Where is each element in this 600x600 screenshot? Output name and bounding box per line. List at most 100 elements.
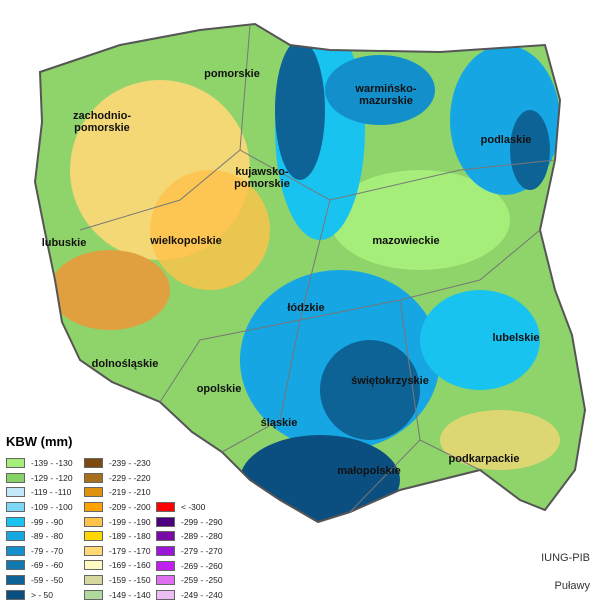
legend-item: -129 - -120 [6, 471, 80, 486]
legend-label: < -300 [181, 502, 206, 513]
legend-label: -249 - -240 [181, 589, 223, 600]
legend-swatch [84, 575, 103, 586]
legend-swatch [156, 546, 175, 557]
legend-swatch [84, 458, 103, 469]
legend-column: < -300 -299 - -290 -289 - -280 -279 - -270 -… [156, 500, 230, 600]
legend-item: -139 - -130 [6, 456, 80, 471]
legend-label: -119 - -110 [31, 487, 72, 498]
legend-swatch [6, 589, 25, 600]
legend-item: -289 - -280 [156, 529, 230, 544]
legend-item: -69 - -60 [6, 558, 80, 573]
region-label-kujawsko-pomorskie: kujawsko- pomorskie [234, 166, 290, 190]
legend-label: -239 - -230 [109, 458, 151, 469]
legend-item: -239 - -230 [84, 456, 158, 471]
legend-label: -159 - -150 [109, 575, 151, 586]
legend-item: -119 - -110 [6, 485, 80, 500]
region-label-lodzkie: łódzkie [287, 302, 325, 314]
legend-item: -229 - -220 [84, 471, 158, 486]
legend-item: -189 - -180 [84, 529, 158, 544]
legend-swatch [6, 502, 25, 513]
region-label-podkarpackie: podkarpackie [448, 453, 520, 465]
region-label-opolskie: opolskie [196, 383, 242, 395]
legend-swatch [156, 589, 175, 600]
region-label-zachodniopomorskie: zachodnio- pomorskie [72, 110, 132, 134]
legend-item: -219 - -210 [84, 485, 158, 500]
legend-label: -299 - -290 [181, 516, 223, 527]
legend-label: -59 - -50 [31, 575, 64, 586]
legend-title: KBW (mm) [6, 434, 73, 449]
legend-swatch [6, 487, 25, 498]
region-label-lubelskie: lubelskie [492, 332, 540, 344]
legend-swatch [84, 560, 103, 571]
legend-swatch [84, 545, 103, 556]
legend-item: -79 - -70 [6, 544, 80, 559]
legend-swatch [6, 531, 25, 542]
legend-label: -149 - -140 [109, 589, 151, 600]
legend-label: -79 - -70 [31, 545, 64, 556]
legend-label: -89 - -80 [31, 531, 64, 542]
legend-item: -269 - -260 [156, 558, 230, 573]
legend-label: -69 - -60 [31, 560, 64, 571]
legend-label: -99 - -90 [31, 516, 64, 527]
legend-label: -269 - -260 [181, 560, 223, 571]
legend-item: -99 - -90 [6, 514, 80, 529]
legend-label: -179 - -170 [109, 545, 151, 556]
legend-swatch [156, 531, 175, 542]
legend-label: -289 - -280 [181, 531, 223, 542]
legend-item: -89 - -80 [6, 529, 80, 544]
credit-place: Puławy [554, 580, 590, 592]
region-label-warminsko-mazurskie: warmińsko- mazurskie [355, 83, 417, 107]
legend-item: -149 - -140 [84, 587, 158, 600]
legend-label: -109 - -100 [31, 502, 73, 513]
legend-label: -219 - -210 [109, 487, 151, 498]
legend-swatch [156, 575, 175, 586]
legend-item: -279 - -270 [156, 544, 230, 559]
legend-swatch [6, 516, 25, 527]
legend-swatch [6, 545, 25, 556]
legend-swatch [6, 575, 25, 586]
legend-swatch [84, 589, 103, 600]
legend-swatch [6, 560, 25, 571]
legend-swatch [6, 472, 25, 483]
legend-swatch [6, 458, 25, 469]
region-label-dolnoslaskie: dolnośląskie [91, 358, 159, 370]
region-label-malopolskie: małopolskie [337, 465, 401, 477]
legend-swatch [84, 487, 103, 498]
legend-item: -179 - -170 [84, 544, 158, 559]
legend-item: -249 - -240 [156, 588, 230, 600]
credit-org: IUNG-PIB [541, 552, 590, 564]
legend-column: -139 - -130 -129 - -120 -119 - -110 -109 - … [6, 456, 80, 600]
legend-item: -159 - -150 [84, 573, 158, 588]
legend-label: -209 - -200 [109, 502, 151, 513]
legend: KBW (mm) -139 - -130 -129 - -120 -119 - -1… [6, 434, 256, 600]
legend-swatch [84, 502, 103, 513]
legend-label: -189 - -180 [109, 531, 151, 542]
legend-label: -139 - -130 [31, 458, 73, 469]
region-label-mazowieckie: mazowieckie [372, 235, 440, 247]
legend-item: -299 - -290 [156, 515, 230, 530]
region-label-lubuskie: lubuskie [41, 237, 87, 249]
region-label-slaskie: śląskie [260, 417, 298, 429]
region-label-wielkopolskie: wielkopolskie [150, 235, 222, 247]
legend-label: > - 50 [31, 589, 53, 600]
legend-item: -209 - -200 [84, 500, 158, 515]
legend-swatch [156, 502, 175, 513]
region-label-podlaskie: podlaskie [480, 134, 532, 146]
legend-swatch [156, 560, 175, 571]
legend-item: -59 - -50 [6, 573, 80, 588]
legend-label: -129 - -120 [31, 472, 73, 483]
legend-item: -199 - -190 [84, 514, 158, 529]
legend-swatch [156, 516, 175, 527]
legend-item: -169 - -160 [84, 558, 158, 573]
region-label-pomorskie: pomorskie [204, 68, 260, 80]
legend-item: < -300 [156, 500, 230, 515]
legend-item: -109 - -100 [6, 500, 80, 515]
legend-label: -279 - -270 [181, 546, 223, 557]
legend-label: -199 - -190 [109, 516, 151, 527]
legend-label: -259 - -250 [181, 575, 223, 586]
legend-item: -259 - -250 [156, 573, 230, 588]
legend-item: > - 50 [6, 587, 80, 600]
legend-swatch [84, 472, 103, 483]
legend-swatch [84, 516, 103, 527]
